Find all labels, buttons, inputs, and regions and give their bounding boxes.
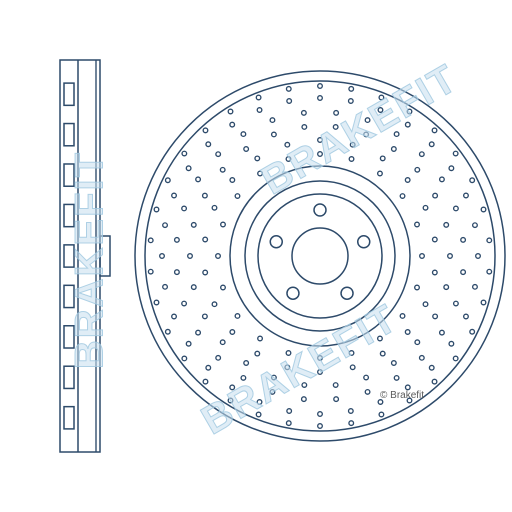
disc-face-view <box>135 71 505 441</box>
brand-copyright-label: © Brakefit <box>380 390 424 401</box>
diagram-canvas: BRAKEFITBRAKEFITBRAKEFITBRAKEFITBRAKEFIT… <box>0 0 512 512</box>
side-view <box>60 60 110 452</box>
brake-disc-diagram <box>0 0 512 512</box>
